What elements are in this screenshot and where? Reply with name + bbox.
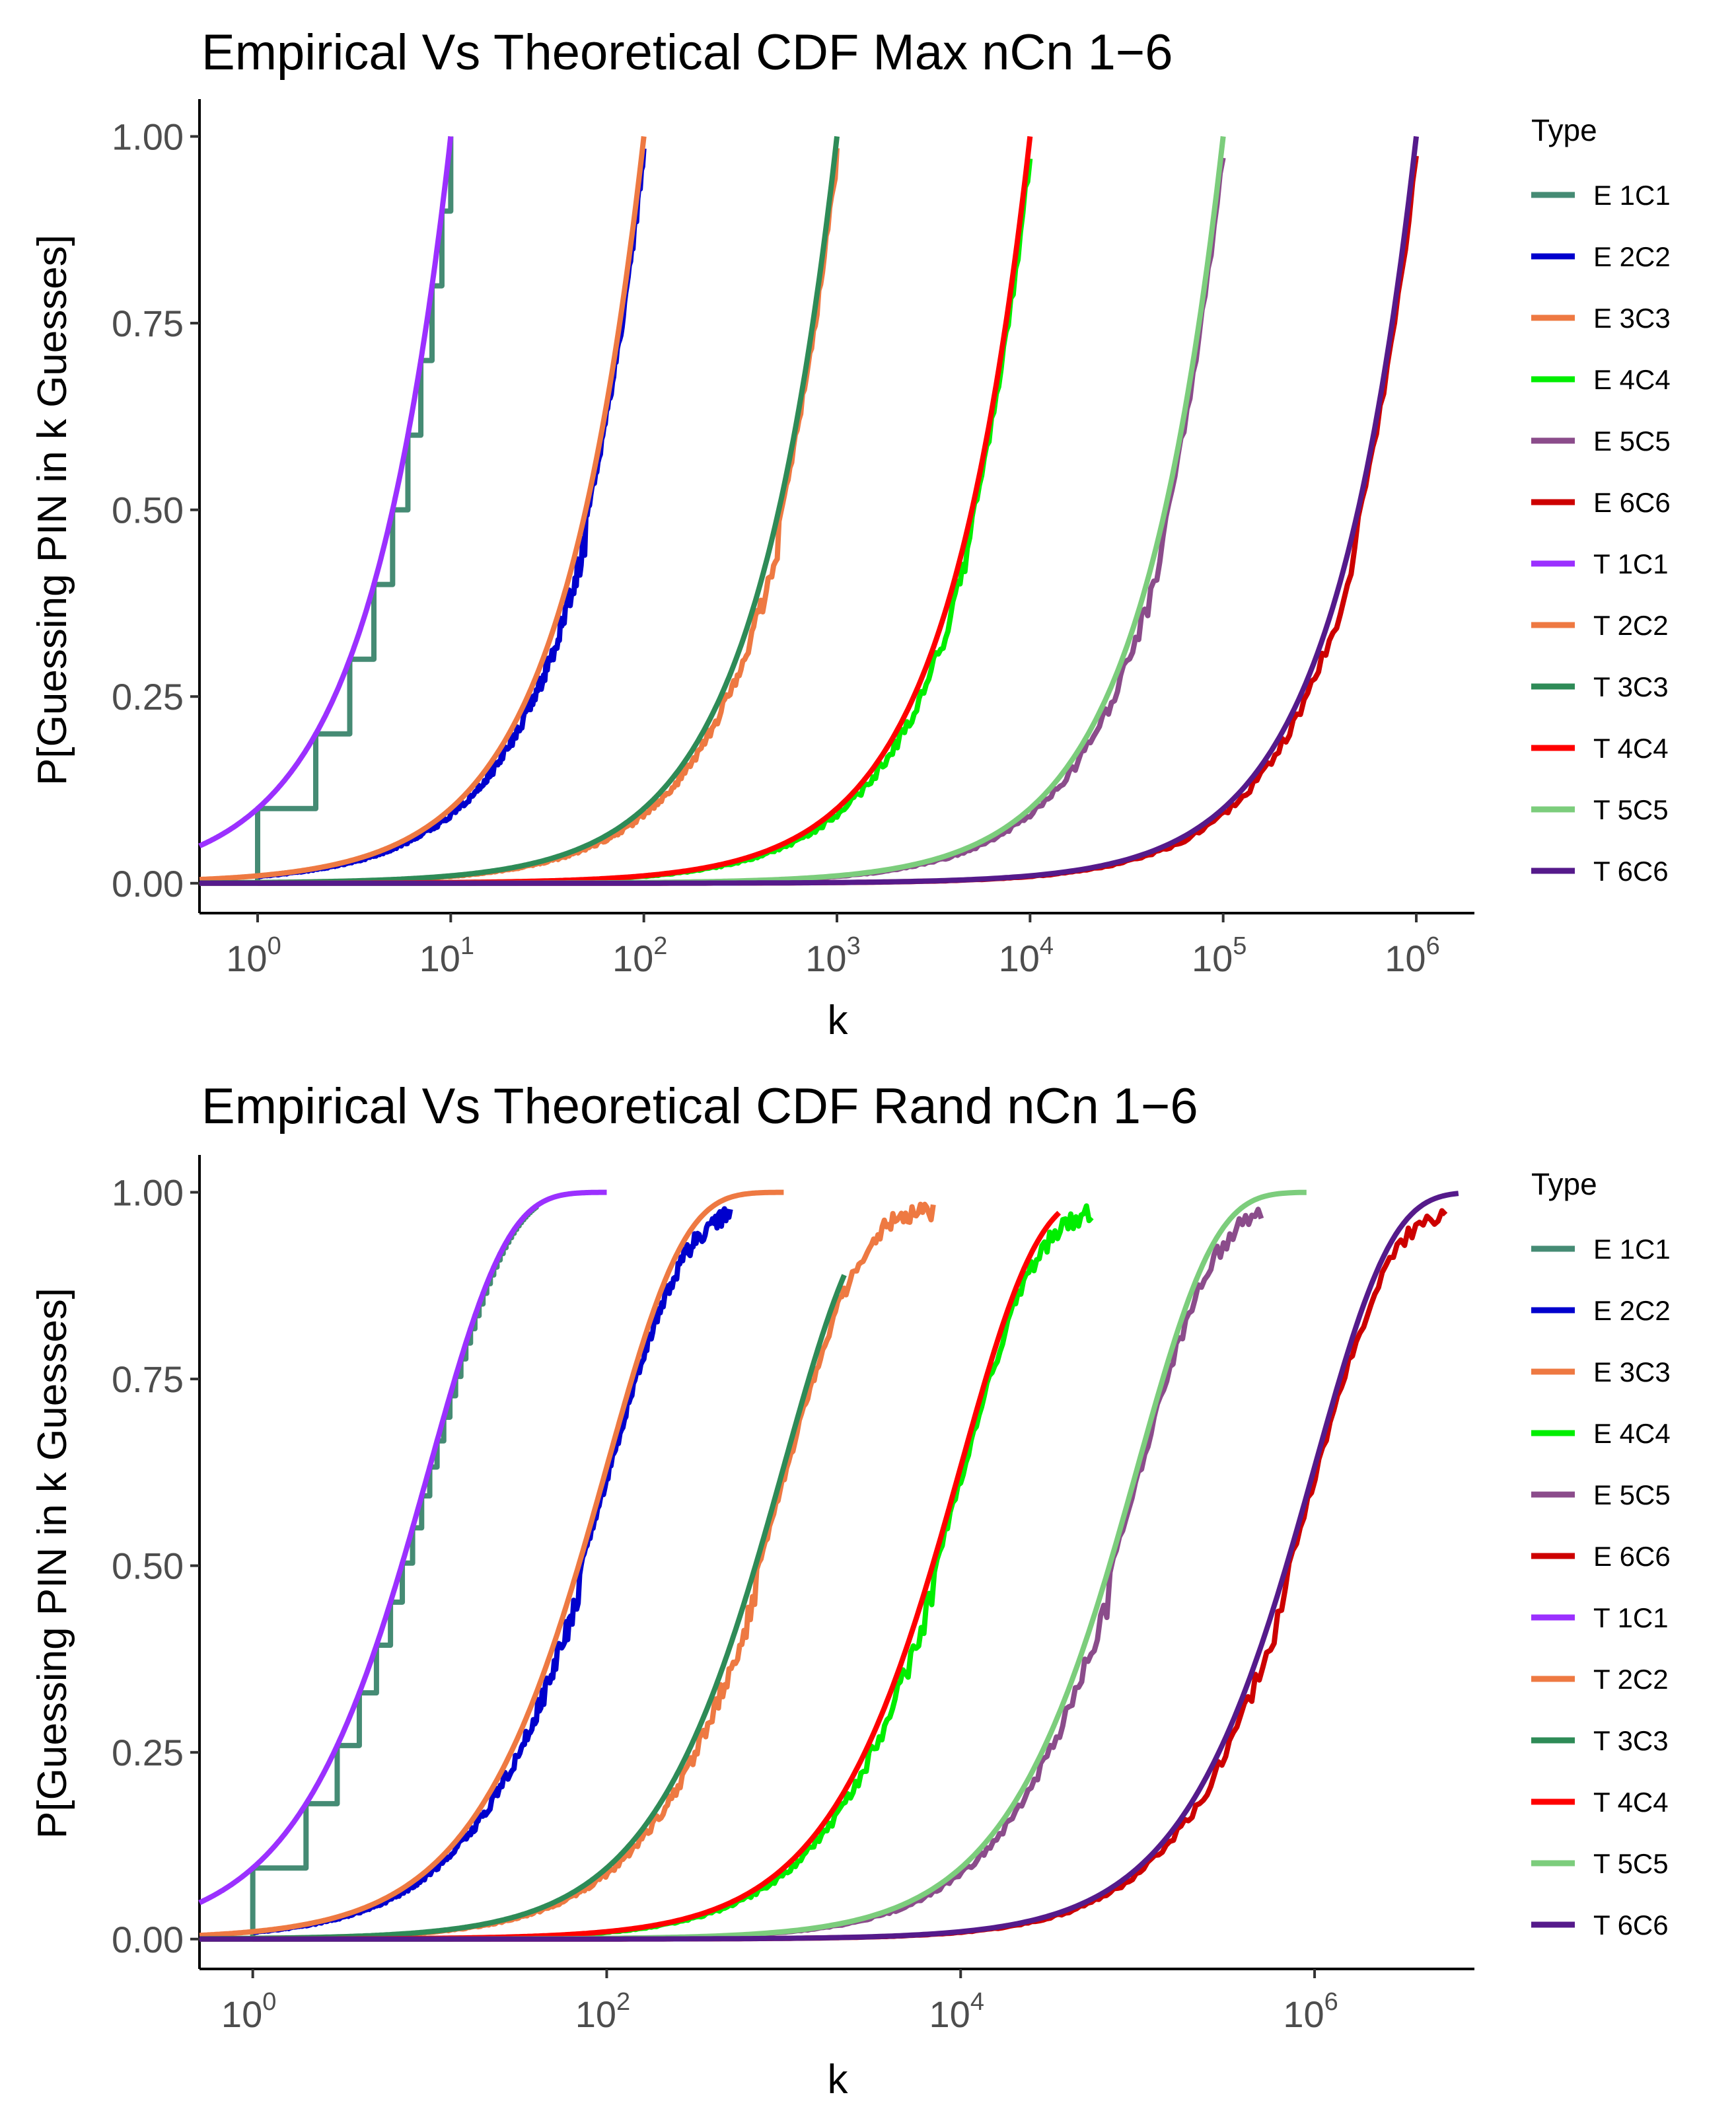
chart-title: Empirical Vs Theoretical CDF Max nCn 1−6 [201, 24, 1173, 81]
legend-label: E 4C4 [1593, 1418, 1671, 1449]
legend-label: E 2C2 [1593, 241, 1671, 272]
legend-label: T 4C4 [1593, 1787, 1669, 1818]
y-axis-label: P[Guessing PIN in k Guesses] [30, 1288, 75, 1839]
legend-label: E 5C5 [1593, 426, 1671, 457]
y-tick-label: 0.50 [112, 490, 184, 531]
legend-label: T 1C1 [1593, 1602, 1669, 1633]
legend-label: E 5C5 [1593, 1479, 1671, 1510]
x-tick-label: 101 [419, 932, 474, 979]
legend-label: T 2C2 [1593, 1664, 1669, 1695]
legend-label: E 4C4 [1593, 364, 1671, 395]
legend-title: Type [1531, 113, 1597, 147]
series-line-e-6c6 [252, 1208, 1448, 1942]
x-tick-label: 103 [805, 932, 860, 979]
x-tick-label: 106 [1385, 932, 1439, 979]
legend: Type E 1C1 E 2C2 E 3C3 E 4C4 E 5C5 E 6C6 T 1C1… [1531, 113, 1671, 887]
x-axis-label: k [828, 2057, 849, 2102]
y-tick-label: 0.75 [112, 1358, 184, 1400]
series-line-e-1c1 [199, 136, 454, 886]
series-line-t-2c2 [198, 1189, 785, 1939]
series-line-t-1c1 [198, 136, 454, 848]
series-line-e-5c5 [258, 157, 1226, 886]
plot-area: 0.00 0.25 0.50 0.75 1.00 100 102 104 106 [112, 1155, 1474, 2035]
series-line-t-6c6 [199, 1191, 1459, 1942]
series-line-e-6c6 [258, 155, 1419, 886]
series-line-e-4c4 [252, 1203, 1094, 1942]
series-line-t-2c2 [198, 136, 647, 883]
legend-title: Type [1531, 1167, 1597, 1201]
x-tick-label: 102 [575, 1988, 630, 2035]
y-tick-label: 0.25 [112, 1732, 184, 1773]
chart-panel-rand: Empirical Vs Theoretical CDF Rand nCn 1−… [30, 1078, 1671, 2102]
y-tick-label: 0.50 [112, 1545, 184, 1587]
series-line-e-1c1 [199, 1204, 539, 1942]
legend-label: T 3C3 [1593, 1725, 1669, 1756]
y-axis-label: P[Guessing PIN in k Guesses] [30, 235, 75, 786]
legend-label: T 5C5 [1593, 1848, 1669, 1879]
legend-label: E 6C6 [1593, 1541, 1671, 1572]
x-tick-label: 100 [221, 1988, 276, 2035]
legend-label: E 1C1 [1593, 1234, 1671, 1265]
series-line-e-3c3 [256, 148, 840, 885]
x-tick-label: 105 [1192, 932, 1247, 979]
y-tick-label: 0.00 [112, 1919, 184, 1960]
y-tick-label: 0.00 [112, 863, 184, 905]
chart-panel-max: Empirical Vs Theoretical CDF Max nCn 1−6… [30, 24, 1671, 1043]
x-tick-label: 106 [1283, 1988, 1338, 2035]
legend-label: T 1C1 [1593, 548, 1669, 579]
series-line-e-4c4 [257, 158, 1033, 886]
legend-label: E 2C2 [1593, 1295, 1671, 1326]
legend-label: T 6C6 [1593, 1909, 1669, 1941]
y-tick-label: 0.25 [112, 676, 184, 718]
legend-label: T 3C3 [1593, 671, 1669, 702]
x-tick-label: 100 [226, 932, 281, 979]
x-tick-label: 104 [999, 932, 1054, 979]
legend-label: E 3C3 [1593, 303, 1671, 334]
legend: Type E 1C1 E 2C2 E 3C3 E 4C4 E 5C5 E 6C6 T 1C1… [1531, 1167, 1671, 1941]
y-tick-label: 1.00 [112, 1172, 184, 1214]
legend-label: T 6C6 [1593, 856, 1669, 887]
chart-title: Empirical Vs Theoretical CDF Rand nCn 1−… [201, 1078, 1198, 1134]
legend-label: T 4C4 [1593, 733, 1669, 764]
series-line-t-4c4 [199, 136, 1033, 886]
legend-label: E 3C3 [1593, 1356, 1671, 1388]
x-tick-label: 104 [929, 1988, 984, 2035]
series-line-e-2c2 [251, 1206, 733, 1935]
legend-label: E 1C1 [1593, 180, 1671, 211]
y-tick-label: 1.00 [112, 116, 184, 158]
y-tick-label: 0.75 [112, 303, 184, 344]
legend-label: E 6C6 [1593, 487, 1671, 518]
plot-area: 0.00 0.25 0.50 0.75 1.00 100 101 102 103 104 105 10… [112, 99, 1474, 979]
series-line-t-6c6 [199, 136, 1419, 886]
x-tick-label: 102 [612, 932, 667, 979]
legend-label: T 5C5 [1593, 794, 1669, 825]
legend-label: T 2C2 [1593, 610, 1669, 641]
x-axis-label: k [828, 998, 849, 1043]
series-line-t-1c1 [198, 1189, 608, 1906]
series-line-t-4c4 [199, 1210, 1062, 1942]
